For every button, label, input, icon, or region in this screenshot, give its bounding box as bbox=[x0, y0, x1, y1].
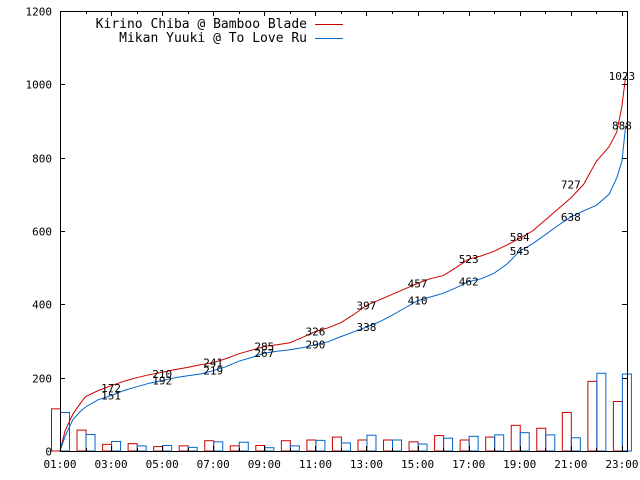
data-label-series2-410: 410 bbox=[408, 295, 428, 308]
bar-series2-h13 bbox=[366, 434, 377, 452]
bar-series1-h11 bbox=[306, 439, 317, 452]
bar-series1-h17 bbox=[459, 439, 470, 452]
bar-series1-h5 bbox=[153, 446, 164, 452]
bar-series2-h10 bbox=[289, 445, 300, 452]
data-label-series1-727: 727 bbox=[561, 178, 581, 191]
bar-series2-h15 bbox=[417, 443, 428, 452]
data-label-series2-888: 888 bbox=[612, 119, 632, 132]
bar-series1-h9 bbox=[255, 445, 266, 452]
lines-layer bbox=[59, 75, 627, 452]
bar-series2-h3 bbox=[111, 440, 122, 452]
bar-series1-h3 bbox=[102, 443, 113, 452]
data-label-series1-210: 210 bbox=[152, 368, 172, 381]
bar-series2-h6 bbox=[187, 446, 198, 452]
bar-series1-h19 bbox=[510, 424, 521, 452]
bar-series1-h23 bbox=[612, 401, 623, 452]
bar-series1-h18 bbox=[485, 436, 496, 452]
bar-series2-h18 bbox=[494, 434, 505, 452]
plot-frame bbox=[60, 11, 628, 452]
data-label-series1-457: 457 bbox=[408, 277, 428, 290]
data-label-series1-326: 326 bbox=[305, 325, 325, 338]
data-label-series2-545: 545 bbox=[510, 245, 530, 258]
legend-label-series1: Kirino Chiba @ Bamboo Blade bbox=[96, 17, 307, 32]
y-tick-label-400: 400 bbox=[32, 299, 52, 312]
x-tick-label-1700: 17:00 bbox=[452, 458, 485, 471]
bar-series2-h12 bbox=[340, 442, 351, 452]
data-label-series2-462: 462 bbox=[459, 276, 479, 289]
data-label-series1-584: 584 bbox=[510, 231, 530, 244]
bar-series2-h9 bbox=[264, 447, 275, 452]
y-tick-label-200: 200 bbox=[32, 373, 52, 386]
bar-series2-h5 bbox=[162, 445, 173, 452]
x-tick-label-0100: 01:00 bbox=[43, 458, 76, 471]
bar-series2-h21 bbox=[570, 437, 581, 452]
data-label-series2-192: 192 bbox=[152, 375, 172, 388]
bar-series1-h2 bbox=[76, 429, 87, 452]
data-label-series2-151: 151 bbox=[101, 390, 121, 403]
x-tick-label-2300: 23:00 bbox=[605, 458, 638, 471]
y-tick-label-0: 0 bbox=[45, 446, 52, 459]
bar-series1-h7 bbox=[204, 440, 215, 452]
bar-series1-h15 bbox=[408, 441, 419, 452]
y-tick-label-1000: 1000 bbox=[26, 79, 53, 92]
bar-series1-h21 bbox=[561, 412, 572, 452]
data-label-series2-219: 219 bbox=[203, 365, 223, 378]
data-label-series1-523: 523 bbox=[459, 253, 479, 266]
data-label-series1-397: 397 bbox=[357, 299, 377, 312]
bar-series1-h8 bbox=[229, 445, 240, 452]
bar-series1-h10 bbox=[280, 440, 291, 452]
y-tick-label-600: 600 bbox=[32, 226, 52, 239]
y-tick-label-1200: 1200 bbox=[26, 6, 53, 19]
data-label-series1-241: 241 bbox=[203, 357, 223, 370]
bar-series1-h16 bbox=[434, 435, 445, 452]
bar-series2-h17 bbox=[468, 435, 479, 452]
axes-layer: 0 200 400 600 800 1000 1200 01:00 03:00 05:00 07:0… bbox=[26, 6, 639, 472]
data-label-series2-638: 638 bbox=[561, 211, 581, 224]
x-tick-label-1900: 19:00 bbox=[503, 458, 536, 471]
bar-series2-h4 bbox=[136, 445, 147, 452]
data-label-series1-172: 172 bbox=[101, 382, 121, 395]
bar-series2-h14 bbox=[392, 439, 403, 452]
bar-series2-h8 bbox=[238, 441, 249, 452]
bar-series1-h6 bbox=[178, 445, 189, 452]
bar-series2-h2 bbox=[85, 434, 96, 452]
bar-series2-h16 bbox=[443, 437, 454, 452]
x-tick-label-0900: 09:00 bbox=[248, 458, 281, 471]
x-tick-label-0300: 03:00 bbox=[95, 458, 128, 471]
data-label-series1-1023: 1023 bbox=[609, 70, 636, 83]
x-tick-label-1100: 11:00 bbox=[299, 458, 332, 471]
bar-series2-h7 bbox=[213, 441, 224, 452]
bar-series2-h23 bbox=[621, 373, 632, 452]
bar-series1-h1 bbox=[51, 408, 61, 452]
bar-series1-h12 bbox=[331, 436, 342, 452]
bar-series1-h22 bbox=[587, 380, 598, 452]
bar-series2-h20 bbox=[545, 434, 556, 452]
series-line-2 bbox=[59, 125, 627, 452]
x-tick-label-0500: 05:00 bbox=[146, 458, 179, 471]
bars-layer bbox=[51, 372, 632, 452]
data-label-series1-285: 285 bbox=[254, 341, 274, 354]
data-label-series2-338: 338 bbox=[357, 321, 377, 334]
bar-series1-h14 bbox=[383, 439, 394, 452]
bar-series1-h13 bbox=[357, 439, 368, 452]
bar-series1-h20 bbox=[536, 427, 547, 452]
data-label-series2-267: 267 bbox=[254, 347, 274, 360]
x-tick-label-0700: 07:00 bbox=[197, 458, 230, 471]
x-tick-label-1500: 15:00 bbox=[401, 458, 434, 471]
data-label-series2-290: 290 bbox=[305, 339, 325, 352]
legend-label-series2: Mikan Yuuki @ To Love Ru bbox=[119, 31, 307, 46]
x-tick-label-1300: 13:00 bbox=[350, 458, 383, 471]
bar-series2-h11 bbox=[315, 439, 326, 452]
bar-series1-h4 bbox=[127, 443, 138, 452]
bar-series2-h19 bbox=[519, 432, 530, 452]
bar-series2-h22 bbox=[596, 372, 607, 452]
data-labels-layer: 172 210 241 285 326 397 457 523 584 727 1023 151 192… bbox=[101, 70, 635, 403]
x-tick-label-2100: 21:00 bbox=[554, 458, 587, 471]
series-line-1 bbox=[59, 75, 627, 452]
y-tick-label-800: 800 bbox=[32, 153, 52, 166]
